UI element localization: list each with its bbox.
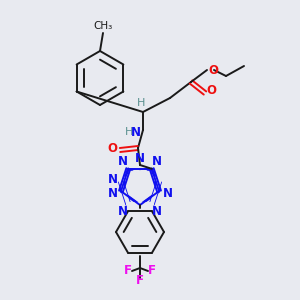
Text: N: N [118, 155, 128, 168]
Text: O: O [107, 142, 117, 155]
Text: O: O [206, 83, 216, 97]
Text: CH₃: CH₃ [93, 21, 112, 31]
Text: N: N [131, 125, 141, 139]
Text: H: H [137, 98, 145, 108]
Text: N: N [107, 188, 117, 200]
Text: N: N [118, 205, 128, 218]
Text: F: F [124, 265, 132, 278]
Text: H: H [124, 127, 133, 137]
Text: N: N [107, 172, 117, 185]
Text: N: N [163, 188, 172, 200]
Text: O: O [208, 64, 218, 76]
Text: F: F [148, 265, 156, 278]
Text: F: F [136, 274, 144, 287]
Text: N: N [152, 155, 162, 168]
Text: N: N [135, 152, 145, 166]
Text: N: N [152, 205, 162, 218]
